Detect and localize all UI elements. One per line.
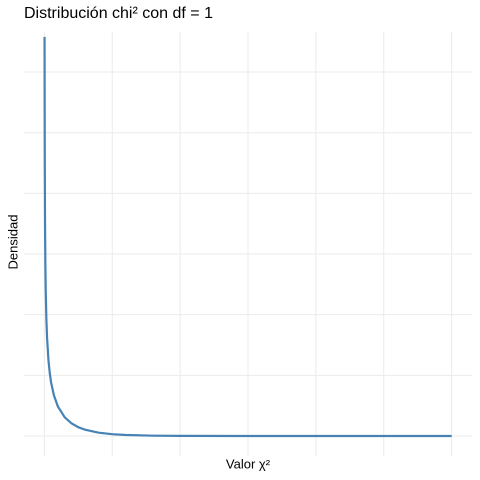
x-axis-label: Valor χ² — [226, 456, 271, 471]
y-axis-label: Densidad — [5, 215, 20, 270]
line — [43, 36, 452, 438]
chart-title: Distribución chi² con df = 1 — [24, 5, 213, 22]
